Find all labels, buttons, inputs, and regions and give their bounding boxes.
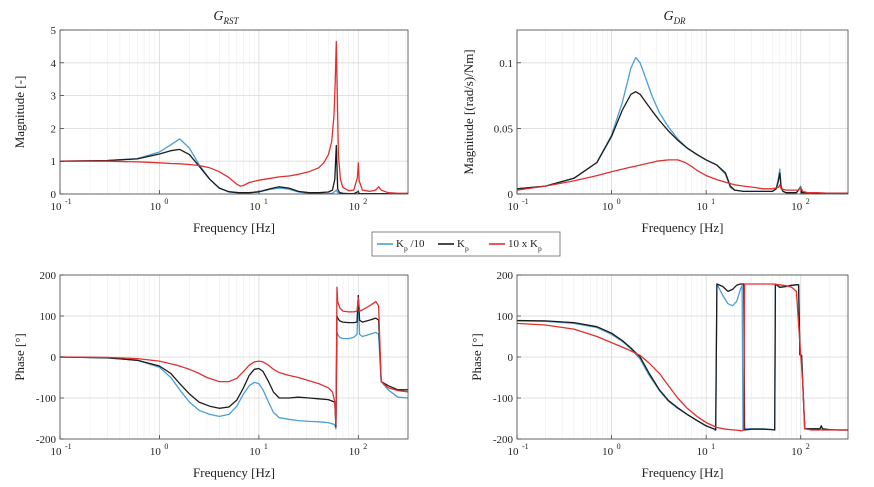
axes-frame <box>516 29 849 195</box>
legend-label: 10 x Kp <box>508 238 542 253</box>
plot-title: GRST <box>213 9 239 26</box>
plot-title: GDR <box>663 9 686 26</box>
y-tick-label: 0 <box>51 189 57 201</box>
x-tick-label: 10 <box>249 446 261 458</box>
legend-label-suffix: /10 <box>408 238 425 250</box>
series-line-10x-kp <box>60 286 408 426</box>
y-tick-label: 200 <box>40 270 57 282</box>
legend-label-subscript: p <box>404 244 408 253</box>
series-line-10x-kp <box>60 40 408 194</box>
x-tick-exponent: 1 <box>264 442 268 451</box>
x-tick-exponent: 2 <box>806 197 810 206</box>
x-axis-label: Frequency [Hz] <box>642 220 724 235</box>
grid <box>516 274 848 440</box>
x-tick-label: 10 <box>150 446 162 458</box>
x-tick-exponent: 2 <box>363 197 367 206</box>
y-tick-label: 2 <box>51 123 57 135</box>
x-tick-exponent: -1 <box>65 197 72 206</box>
y-tick-label: 0.05 <box>494 123 514 135</box>
x-tick-exponent: 2 <box>363 442 367 451</box>
y-tick-label: 3 <box>51 91 57 103</box>
x-tick-exponent: -1 <box>65 442 72 451</box>
y-tick-label: 100 <box>497 311 514 323</box>
y-axis-label: Phase [°] <box>469 333 484 380</box>
legend-label: Kp <box>457 238 469 253</box>
legend-label-main: K <box>396 238 404 250</box>
plot-area <box>517 30 848 194</box>
x-tick-exponent: 0 <box>617 442 621 451</box>
y-tick-label: 0 <box>508 352 514 364</box>
x-axis-label: Frequency [Hz] <box>642 465 724 480</box>
plot-title-main: G <box>663 9 673 24</box>
legend-label-subscript: p <box>465 244 469 253</box>
y-tick-label: -200 <box>493 434 514 446</box>
x-tick-exponent: 0 <box>617 197 621 206</box>
x-tick-label: 10 <box>349 446 361 458</box>
plot-area <box>60 30 408 194</box>
plot-title-main: G <box>213 9 223 24</box>
legend-box <box>371 231 561 257</box>
x-tick-label: 10 <box>602 446 614 458</box>
x-tick-label: 10 <box>791 201 803 213</box>
x-axis-label: Frequency [Hz] <box>193 220 275 235</box>
x-tick-label: 10 <box>349 201 361 213</box>
y-tick-label: 0 <box>508 189 514 201</box>
x-tick-label: 10 <box>51 446 63 458</box>
series-line-10x-kp <box>517 283 848 432</box>
y-tick-label: 5 <box>51 25 57 37</box>
legend-label-prefix: 10 x <box>508 238 530 250</box>
x-tick-exponent: -1 <box>522 442 529 451</box>
plot-title-subscript: RST <box>223 16 240 26</box>
x-tick-label: 10 <box>508 446 520 458</box>
y-axis-label: Magnitude [-] <box>12 76 27 149</box>
axes-frame <box>59 29 409 195</box>
x-tick-exponent: 0 <box>164 197 168 206</box>
y-tick-label: 100 <box>40 311 57 323</box>
series-line-kp <box>60 294 408 428</box>
x-tick-label: 10 <box>249 201 261 213</box>
legend-label-subscript: p <box>538 244 542 253</box>
x-tick-exponent: 1 <box>711 442 715 451</box>
x-tick-exponent: -1 <box>522 197 529 206</box>
y-axis-label: Phase [°] <box>12 333 27 380</box>
y-tick-label: 1 <box>51 156 57 168</box>
y-tick-label: 4 <box>51 58 57 70</box>
x-tick-label: 10 <box>697 201 709 213</box>
y-tick-label: -100 <box>36 393 57 405</box>
series-line-10x-kp <box>517 159 848 194</box>
x-tick-label: 10 <box>508 201 520 213</box>
x-tick-label: 10 <box>51 201 63 213</box>
series-line-kp <box>517 91 848 194</box>
y-tick-label: -200 <box>36 434 57 446</box>
x-tick-exponent: 1 <box>264 197 268 206</box>
legend: Kp /10 Kp 10 x Kp <box>371 231 561 257</box>
plot-title-subscript: DR <box>673 16 686 26</box>
x-axis-label: Frequency [Hz] <box>193 465 275 480</box>
y-tick-label: 0 <box>51 352 57 364</box>
x-tick-label: 10 <box>150 201 162 213</box>
y-tick-label: 200 <box>497 270 514 282</box>
y-tick-label: 0.1 <box>499 58 513 70</box>
x-tick-exponent: 1 <box>711 197 715 206</box>
y-axis-label: Magnitude [(rad/s)/Nm] <box>461 49 476 174</box>
x-tick-label: 10 <box>697 446 709 458</box>
x-tick-exponent: 0 <box>164 442 168 451</box>
x-tick-exponent: 2 <box>806 442 810 451</box>
legend-label-main: K <box>457 238 465 250</box>
legend-label: Kp /10 <box>396 238 425 253</box>
x-tick-label: 10 <box>602 201 614 213</box>
legend-label-main: K <box>530 238 538 250</box>
series-line-kp-div-10 <box>60 298 408 430</box>
y-tick-label: -100 <box>493 393 514 405</box>
x-tick-label: 10 <box>791 446 803 458</box>
